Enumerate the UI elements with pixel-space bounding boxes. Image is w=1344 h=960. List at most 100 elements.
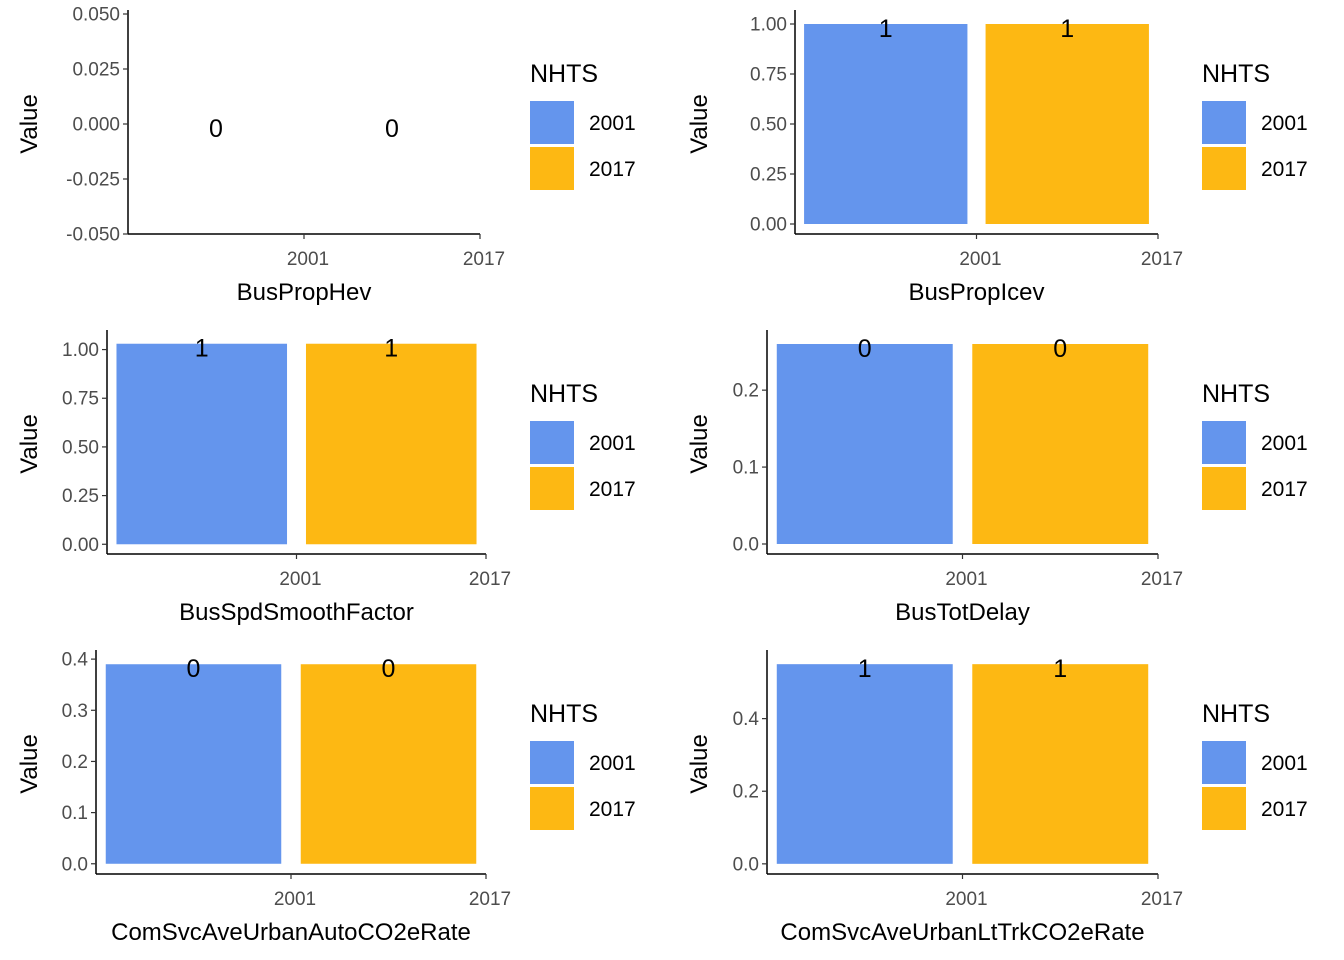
legend-key-2001 <box>1202 421 1246 464</box>
bar-2017 <box>300 664 477 864</box>
data-label: 0 <box>858 335 872 363</box>
y-tick-label: 0.3 <box>62 701 88 722</box>
y-tick-label: 0.50 <box>750 115 787 136</box>
legend-label: 2017 <box>1261 798 1308 821</box>
x-tick-label: 2017 <box>1141 569 1183 590</box>
legend-key-2017 <box>530 787 574 830</box>
legend-key-2017 <box>530 467 574 510</box>
y-tick-label: 0.4 <box>733 709 760 730</box>
y-tick-label: 0.1 <box>733 458 759 479</box>
data-label: 1 <box>1053 655 1067 683</box>
bar-2017 <box>972 664 1149 864</box>
legend: NHTS 2001 2017 <box>530 700 636 830</box>
y-tick-label: 0.25 <box>750 165 787 186</box>
y-tick-label: 0.50 <box>62 437 99 458</box>
bar-2001 <box>776 344 953 544</box>
bar-2001 <box>105 664 282 864</box>
legend-key-2017 <box>530 147 574 190</box>
bar-2017 <box>305 343 477 545</box>
y-tick-label: 0.25 <box>62 486 99 507</box>
x-tick-label: 2001 <box>945 889 987 910</box>
legend-title: NHTS <box>1202 700 1270 728</box>
bar-2001 <box>116 343 288 545</box>
y-axis-title: Value <box>686 414 713 474</box>
y-tick-label: 0.000 <box>72 115 120 136</box>
legend-key-2017 <box>1202 787 1246 830</box>
x-tick-label: 2017 <box>1141 249 1183 270</box>
y-axis-title: Value <box>16 414 43 474</box>
legend-label: 2017 <box>589 798 636 821</box>
y-tick-label: 0.025 <box>72 60 120 81</box>
legend: NHTS 2001 2017 <box>530 380 636 510</box>
legend: NHTS 2001 2017 <box>1202 60 1308 190</box>
data-label: 1 <box>879 15 893 43</box>
y-tick-label: 1.00 <box>62 340 99 361</box>
legend-title: NHTS <box>1202 380 1270 408</box>
x-axis-title: BusSpdSmoothFactor <box>179 599 414 626</box>
y-axis-title: Value <box>686 734 713 794</box>
legend-key-2001 <box>1202 101 1246 144</box>
legend-key-2001 <box>1202 741 1246 784</box>
x-axis-title: BusTotDelay <box>895 599 1030 626</box>
y-tick-label: 0.0 <box>733 854 759 875</box>
chart-panel-2: 1.00 0.75 0.50 0.25 0.00 2001 2017 1 1 BusPropIce… <box>686 10 1308 306</box>
legend-title: NHTS <box>1202 60 1270 88</box>
y-tick-label: 0.4 <box>62 650 89 671</box>
data-label: 0 <box>209 115 223 143</box>
data-label: 0 <box>382 655 396 683</box>
legend-key-2001 <box>530 421 574 464</box>
legend-key-2001 <box>530 741 574 784</box>
chart-panel-4: 0.2 0.1 0.0 2001 2017 0 0 BusTotDelay Value NHTS 2… <box>686 330 1308 626</box>
legend: NHTS 2001 2017 <box>1202 700 1308 830</box>
x-tick-label: 2001 <box>279 569 321 590</box>
x-tick-label: 2017 <box>469 569 511 590</box>
y-tick-label: 0.1 <box>62 803 88 824</box>
y-tick-label: 0.0 <box>62 854 88 875</box>
x-axis-title: ComSvcAveUrbanAutoCO2eRate <box>111 919 471 946</box>
x-tick-label: 2017 <box>469 889 511 910</box>
bar-2017 <box>972 344 1149 544</box>
data-label: 1 <box>858 655 872 683</box>
data-label: 0 <box>187 655 201 683</box>
legend-key-2017 <box>1202 147 1246 190</box>
bar-2017 <box>985 24 1149 224</box>
legend-label: 2001 <box>1261 432 1308 455</box>
x-axis-title: BusPropHev <box>237 279 372 306</box>
y-axis-title: Value <box>16 94 43 154</box>
chart-panel-3: 1.00 0.75 0.50 0.25 0.00 2001 2017 1 1 BusSpdSmoo… <box>16 330 636 626</box>
y-tick-label: 0.00 <box>62 535 99 556</box>
legend-key-2017 <box>1202 467 1246 510</box>
x-tick-label: 2001 <box>287 249 329 270</box>
chart-panel-1: 0.050 0.025 0.000 -0.025 -0.050 2001 2017 0 0 Bus… <box>16 5 636 307</box>
chart-panel-6: 0.4 0.2 0.0 2001 2017 1 1 ComSvcAveUrbanLtTrkCO… <box>686 650 1308 946</box>
x-tick-label: 2001 <box>274 889 316 910</box>
legend-label: 2001 <box>589 432 636 455</box>
bar-2001 <box>776 664 953 864</box>
legend-label: 2001 <box>1261 752 1308 775</box>
legend: NHTS 2001 2017 <box>530 60 636 190</box>
x-axis-title: ComSvcAveUrbanLtTrkCO2eRate <box>780 919 1144 946</box>
legend-label: 2017 <box>589 478 636 501</box>
y-tick-label: 0.75 <box>62 389 99 410</box>
y-tick-label: -0.050 <box>66 225 120 246</box>
x-tick-label: 2017 <box>1141 889 1183 910</box>
chart-panel-5: 0.4 0.3 0.2 0.1 0.0 2001 2017 0 0 ComSvcAveUrbanA… <box>16 650 636 946</box>
legend-label: 2017 <box>1261 478 1308 501</box>
legend-title: NHTS <box>530 380 598 408</box>
data-label: 1 <box>384 335 398 363</box>
legend-label: 2001 <box>589 112 636 135</box>
x-tick-label: 2001 <box>945 569 987 590</box>
legend-label: 2001 <box>589 752 636 775</box>
y-tick-label: 0.75 <box>750 65 787 86</box>
x-tick-label: 2001 <box>959 249 1001 270</box>
bar-2001 <box>804 24 968 224</box>
legend: NHTS 2001 2017 <box>1202 380 1308 510</box>
legend-key-2001 <box>530 101 574 144</box>
legend-title: NHTS <box>530 700 598 728</box>
y-tick-label: 0.2 <box>733 381 759 402</box>
legend-title: NHTS <box>530 60 598 88</box>
y-tick-label: 0.00 <box>750 215 787 236</box>
y-tick-label: 0.0 <box>733 535 759 556</box>
x-tick-label: 2017 <box>463 249 505 270</box>
